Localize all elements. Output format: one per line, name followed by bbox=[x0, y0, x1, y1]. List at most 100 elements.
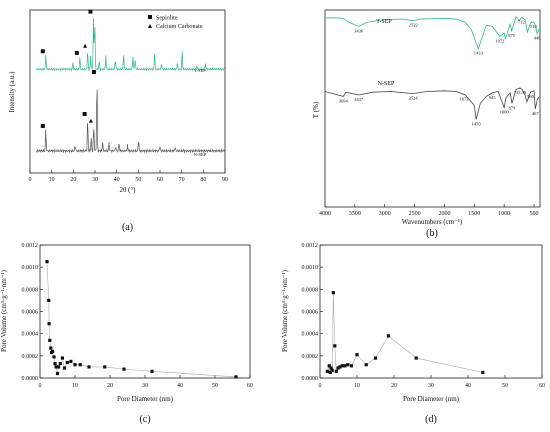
panel-d-pore-distribution-chart: 0 10 20 30 40 50 60 0.0000 0.0002 0.0004 0.0006 0.0… bbox=[281, 243, 545, 425]
panel-a-x-tick-label: 0 bbox=[29, 177, 32, 183]
sepiolite-marker bbox=[40, 49, 45, 54]
panel-d-data-point bbox=[331, 291, 335, 295]
panel-a-x-tick-label: 10 bbox=[49, 177, 55, 183]
panel-c-x-tick-label: 40 bbox=[177, 383, 183, 389]
panel-d-x-axis-label: Pore Diameter (nm) bbox=[403, 395, 460, 403]
panel-d-y-tick-label: 0.0012 bbox=[302, 243, 319, 249]
panel-c-data-point bbox=[73, 363, 77, 367]
panel-b-label: (b) bbox=[426, 228, 438, 239]
panel-b-peak-label: 945 bbox=[489, 95, 497, 100]
panel-d-y-tick-label: 0.0004 bbox=[302, 332, 319, 338]
panel-a-legend: Sepiolite Calcium Carbonate bbox=[148, 15, 203, 30]
panel-b-peak-label: 3436 bbox=[354, 28, 364, 33]
panel-b-peak-label: 733.38 bbox=[514, 90, 527, 95]
legend-sepiolite-label: Sepiolite bbox=[156, 16, 178, 22]
panel-a-x-ticks: 0 10 20 30 40 50 60 70 80 90 bbox=[29, 170, 228, 183]
panel-d-data-point bbox=[386, 334, 391, 338]
panel-b-series-t-sep-line bbox=[325, 15, 541, 50]
panel-d-plot-frame bbox=[319, 244, 543, 379]
panel-c-data-point bbox=[58, 361, 62, 366]
panel-a-plot-frame bbox=[29, 9, 226, 174]
panel-b-peak-label: 467 bbox=[532, 111, 540, 116]
panel-d-x-tick-label: 40 bbox=[465, 383, 471, 389]
panel-a-y-axis-label: Intensity (a.u.) bbox=[8, 71, 16, 113]
panel-a-series-t-sep-line bbox=[36, 18, 226, 72]
panel-d-data-point bbox=[355, 353, 359, 357]
panel-d-data-point bbox=[349, 364, 354, 368]
panel-c-y-tick-label: 0.0012 bbox=[22, 243, 39, 249]
panel-b-peak-label: 712 bbox=[518, 19, 525, 24]
panel-b-ftir-chart: 4000 3500 3000 2500 2000 1500 1000 500 Wavenumb… bbox=[312, 9, 541, 239]
sepiolite-marker bbox=[91, 70, 96, 74]
panel-c-data-point bbox=[45, 260, 49, 264]
panel-d-data-point bbox=[330, 368, 334, 372]
panel-a-x-tick-label: 20 bbox=[70, 177, 76, 183]
panel-c-y-tick-label: 0.0010 bbox=[22, 265, 39, 271]
panel-b-peak-label: 510 bbox=[530, 24, 538, 29]
panel-b-peak-annotations: 3436 2522 1433 1072 875 712 510 448 3694 3437 2524… bbox=[339, 19, 541, 126]
panel-d-x-tick-label: 50 bbox=[502, 383, 508, 389]
panel-c-data-point bbox=[234, 375, 238, 379]
panel-d-data-point bbox=[343, 364, 347, 368]
panel-b-peak-label: 1673 bbox=[459, 96, 469, 101]
panel-b-series-n-sep-line bbox=[324, 87, 541, 120]
panel-a-label: (a) bbox=[122, 222, 133, 233]
panel-d-data-point bbox=[346, 363, 350, 367]
panel-a-x-tick-label: 70 bbox=[179, 177, 185, 183]
panel-b-peak-label: 3694 bbox=[339, 98, 349, 103]
panel-b-series-label-t-sep: T-SEP bbox=[376, 19, 392, 25]
panel-d-data-point bbox=[329, 366, 333, 370]
panel-c-data-point bbox=[49, 346, 53, 350]
panel-d-data-point bbox=[414, 356, 418, 360]
panel-b-peak-label: 1433 bbox=[474, 51, 484, 56]
panel-c-series-line bbox=[46, 261, 237, 378]
panel-d-x-tick-label: 0 bbox=[319, 383, 322, 389]
panel-a-xrd-chart: 0 10 20 30 40 50 60 70 80 90 2θ (°) Intensity (a.… bbox=[8, 9, 228, 233]
panel-a-series-label-n-sep: N-SEP bbox=[194, 152, 207, 157]
panel-d-data-point bbox=[334, 369, 338, 373]
panel-b-peak-label: 560 bbox=[527, 94, 535, 99]
panel-d-data-point bbox=[327, 364, 331, 368]
panel-d-data-point bbox=[328, 370, 332, 375]
panel-c-data-point bbox=[122, 367, 126, 371]
panel-d-data-point bbox=[333, 344, 337, 348]
panel-c-data-point bbox=[65, 360, 69, 365]
panel-b-series-label-n-sep: N-SEP bbox=[378, 81, 395, 87]
panel-c-data-point bbox=[53, 361, 57, 366]
panel-c-x-tick-label: 0 bbox=[39, 383, 42, 389]
panel-c-data-point bbox=[47, 298, 51, 303]
panel-c-series bbox=[45, 260, 238, 379]
panel-b-y-axis-label: T (%) bbox=[312, 101, 320, 118]
panel-c-x-axis-label: Pore Diameter (nm) bbox=[117, 395, 174, 403]
panel-c-plot-frame bbox=[39, 244, 251, 379]
panel-c-x-tick-label: 20 bbox=[107, 383, 113, 389]
panel-d-series-line bbox=[327, 292, 483, 373]
panel-b-peak-label: 875 bbox=[508, 33, 516, 38]
panel-a-x-tick-label: 30 bbox=[92, 177, 98, 183]
panel-b-peak-label: 448 bbox=[534, 36, 542, 41]
panel-d-y-tick-label: 0.0010 bbox=[302, 265, 319, 271]
panel-d-data-point bbox=[364, 363, 368, 367]
panel-b-x-tick-label: 4000 bbox=[319, 211, 331, 217]
sepiolite-marker bbox=[40, 124, 45, 128]
panel-d-data-point bbox=[325, 369, 329, 373]
panel-d-data-point bbox=[340, 364, 344, 368]
panel-d-data-point bbox=[481, 370, 485, 375]
panel-c-x-tick-label: 30 bbox=[142, 383, 148, 389]
panel-a-x-tick-label: 90 bbox=[222, 177, 228, 183]
panel-c-y-tick-label: 0.0006 bbox=[22, 310, 39, 316]
panel-b-x-ticks: 4000 3500 3000 2500 2000 1500 1000 500 bbox=[319, 204, 539, 217]
panel-b-peak-label: 2524 bbox=[409, 96, 419, 101]
panel-a-x-tick-label: 60 bbox=[157, 177, 163, 183]
panel-c-data-point bbox=[52, 355, 56, 359]
panel-a-peak-markers bbox=[40, 9, 96, 128]
panel-a-x-axis-label: 2θ (°) bbox=[119, 186, 136, 194]
panel-c-data-point bbox=[55, 371, 60, 376]
panel-d-label: (d) bbox=[425, 414, 437, 425]
panel-c-pore-distribution-chart: 0 10 20 30 40 50 60 0.0000 0.0002 0.0004 0.0006 0.0… bbox=[0, 243, 253, 425]
legend-triangle-marker bbox=[148, 24, 152, 28]
panel-d-series bbox=[325, 291, 485, 375]
panel-d-y-tick-label: 0.0002 bbox=[302, 354, 319, 360]
panel-b-plot-frame bbox=[324, 9, 541, 208]
